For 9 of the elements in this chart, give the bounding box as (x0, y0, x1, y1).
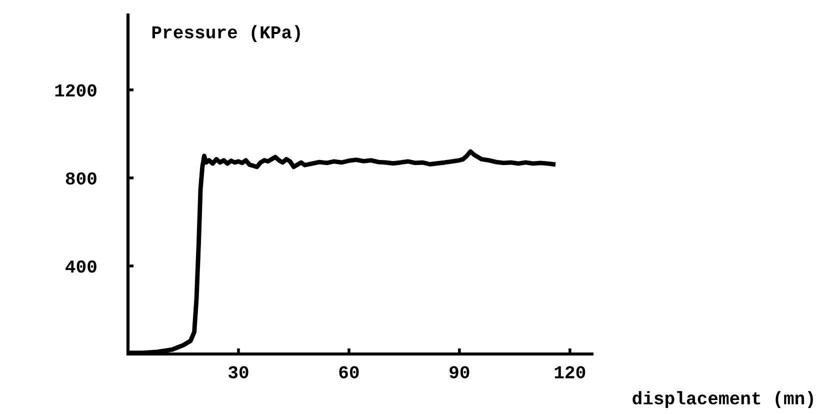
x-axis-title: displacement (mn) (632, 391, 813, 408)
x-tick-label: 60 (339, 366, 359, 378)
x-tick-label: 30 (228, 366, 248, 378)
y-tick-label: 400 (66, 260, 96, 273)
x-tick-label: 120 (554, 366, 586, 378)
y-tick-label: 800 (66, 172, 96, 185)
x-tick-label: 90 (450, 366, 470, 378)
y-axis-title: Pressure (KPa) (152, 25, 300, 42)
y-tick-label: 1200 (55, 84, 96, 97)
